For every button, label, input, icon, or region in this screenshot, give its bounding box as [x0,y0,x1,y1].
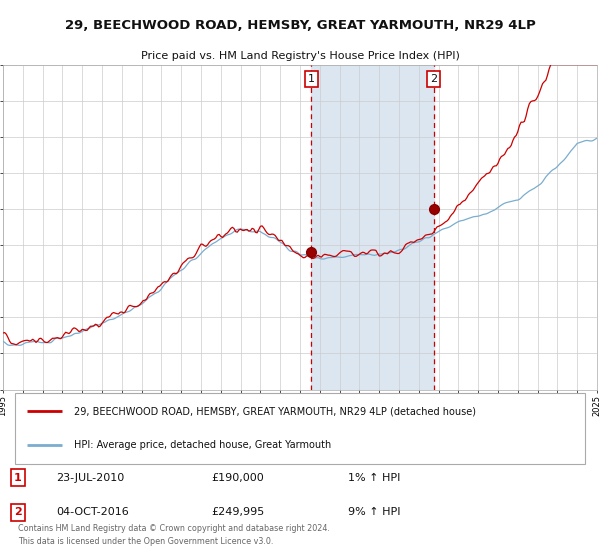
Text: HPI: Average price, detached house, Great Yarmouth: HPI: Average price, detached house, Grea… [74,440,332,450]
Text: 9% ↑ HPI: 9% ↑ HPI [347,507,400,517]
Text: 04-OCT-2016: 04-OCT-2016 [56,507,129,517]
Text: 1: 1 [14,473,22,483]
Text: 1: 1 [308,74,315,84]
Text: 2: 2 [430,74,437,84]
Text: 29, BEECHWOOD ROAD, HEMSBY, GREAT YARMOUTH, NR29 4LP (detached house): 29, BEECHWOOD ROAD, HEMSBY, GREAT YARMOU… [74,406,476,416]
Text: 1% ↑ HPI: 1% ↑ HPI [347,473,400,483]
Text: £249,995: £249,995 [211,507,264,517]
Text: 2: 2 [14,507,22,517]
Text: 29, BEECHWOOD ROAD, HEMSBY, GREAT YARMOUTH, NR29 4LP: 29, BEECHWOOD ROAD, HEMSBY, GREAT YARMOU… [65,19,535,32]
Text: Contains HM Land Registry data © Crown copyright and database right 2024.
This d: Contains HM Land Registry data © Crown c… [18,524,330,545]
Text: £190,000: £190,000 [211,473,263,483]
FancyBboxPatch shape [15,393,585,464]
Text: 23-JUL-2010: 23-JUL-2010 [56,473,125,483]
Bar [311,64,434,390]
Text: Price paid vs. HM Land Registry's House Price Index (HPI): Price paid vs. HM Land Registry's House … [140,51,460,61]
